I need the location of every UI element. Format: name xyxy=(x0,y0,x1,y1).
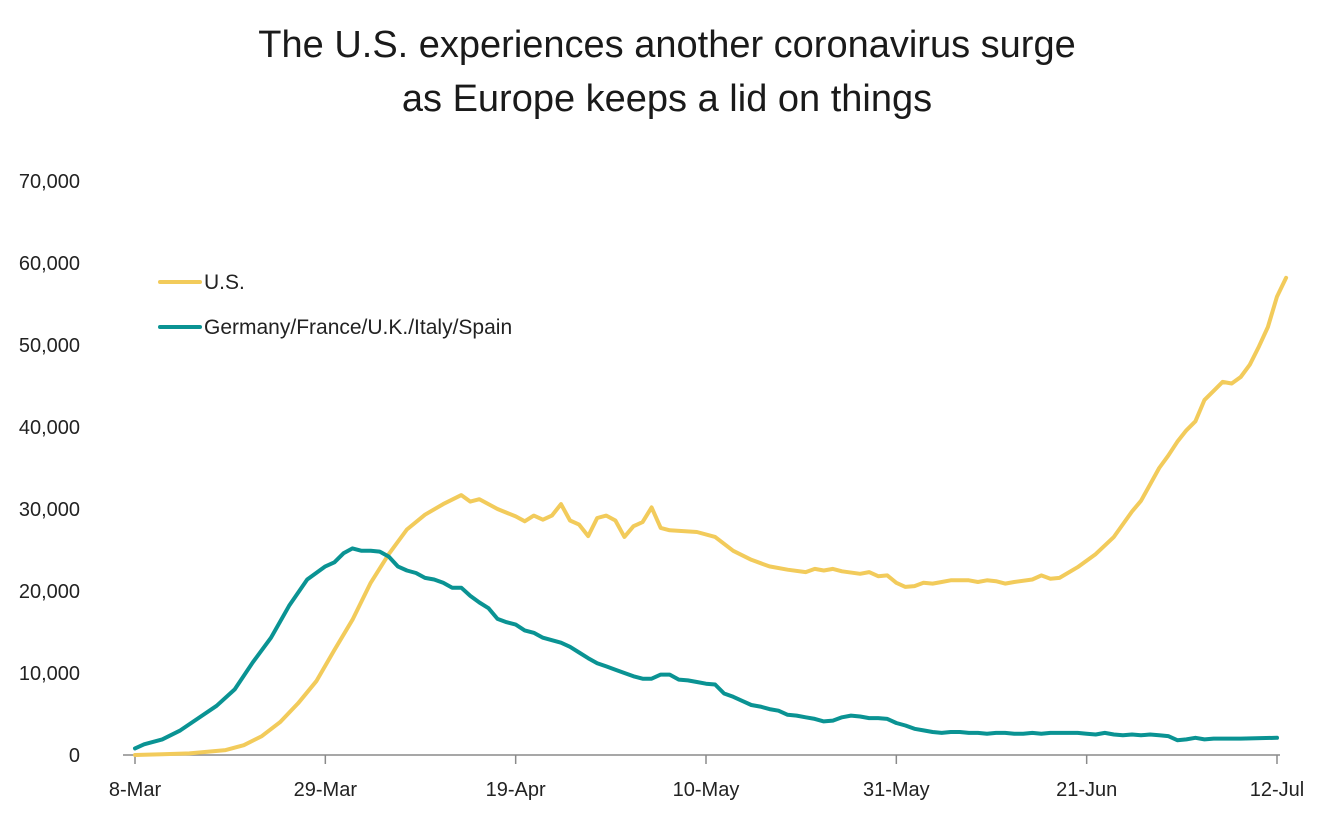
chart-title-line-2: as Europe keeps a lid on things xyxy=(401,78,933,120)
x-tick-label: 12-Jul xyxy=(1250,779,1304,801)
y-tick-label: 20,000 xyxy=(19,581,80,603)
x-tick-label: 8-Mar xyxy=(109,779,162,801)
x-tick-label: 29-Mar xyxy=(294,779,358,801)
y-tick-label: 0 xyxy=(69,745,80,767)
y-axis-tick-labels: 0 10,000 20,000 30,000 40,000 50,000 60,000 70,… xyxy=(19,171,80,767)
y-tick-label: 50,000 xyxy=(19,335,80,357)
legend-label-us: U.S. xyxy=(204,271,245,294)
y-tick-label: 70,000 xyxy=(19,171,80,193)
y-tick-label: 60,000 xyxy=(19,253,80,275)
chart-title: The U.S. experiences another coronavirus… xyxy=(0,18,1334,126)
series-line-us xyxy=(133,275,1289,757)
series-line-europe xyxy=(133,546,1279,751)
chart-title-line-1: The U.S. experiences another coronavirus… xyxy=(258,24,1076,66)
series-lines xyxy=(133,275,1289,757)
x-tick-label: 31-May xyxy=(863,779,930,801)
legend: U.S. Germany/France/U.K./Italy/Spain xyxy=(158,271,512,339)
x-tick-label: 21-Jun xyxy=(1056,779,1117,801)
x-tick-label: 19-Apr xyxy=(486,779,546,801)
y-tick-label: 10,000 xyxy=(19,663,80,685)
x-axis: 8-Mar 29-Mar 19-Apr 10-May 31-May 21-Jun 12-Ju… xyxy=(109,754,1304,801)
y-tick-label: 30,000 xyxy=(19,499,80,521)
legend-label-europe: Germany/France/U.K./Italy/Spain xyxy=(204,316,512,339)
y-tick-label: 40,000 xyxy=(19,417,80,439)
x-tick-label: 10-May xyxy=(673,779,740,801)
